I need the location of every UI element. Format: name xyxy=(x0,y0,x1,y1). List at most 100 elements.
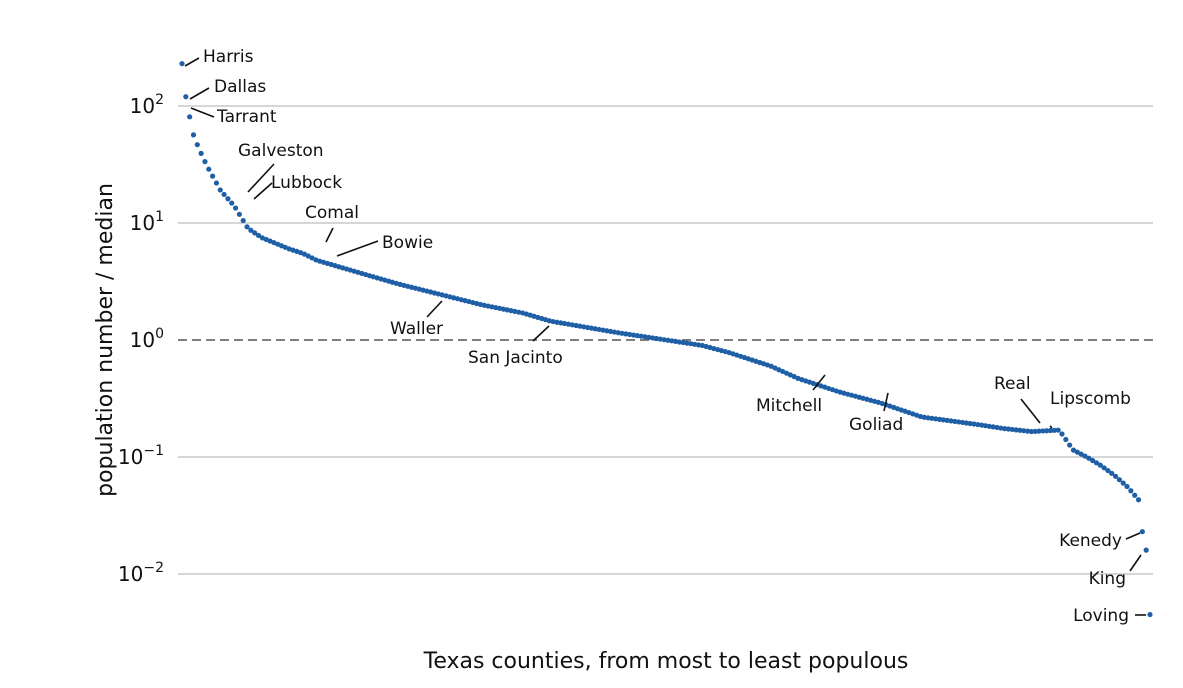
annotation-leader-line xyxy=(883,392,889,412)
annotation-leader-line xyxy=(1125,532,1141,540)
county-point xyxy=(607,328,614,335)
county-point xyxy=(248,227,254,233)
county-point xyxy=(963,420,969,426)
county-point xyxy=(1097,462,1103,468)
annotation-label: Loving xyxy=(1073,606,1129,626)
annotation-leader-line xyxy=(247,163,275,193)
county-point xyxy=(225,196,231,202)
county-point xyxy=(1002,426,1008,432)
county-point xyxy=(240,217,246,224)
county-point xyxy=(1147,611,1153,618)
county-point xyxy=(1143,547,1149,553)
annotation-label: Bowie xyxy=(382,233,433,253)
county-point xyxy=(680,339,686,346)
county-point xyxy=(1093,460,1100,466)
county-point xyxy=(944,417,950,423)
annotation-leader-line xyxy=(325,227,334,243)
county-point xyxy=(627,331,633,338)
annotation-san-jacinto: San Jacinto xyxy=(468,325,563,368)
county-point xyxy=(1105,467,1111,474)
county-point xyxy=(1032,428,1038,434)
county-point xyxy=(179,61,185,67)
annotation-leader-line xyxy=(1049,425,1053,429)
county-point xyxy=(642,334,648,340)
county-point xyxy=(650,335,656,341)
county-point xyxy=(1128,488,1134,494)
grid-layer xyxy=(178,105,1153,575)
county-point xyxy=(252,230,258,236)
annotation-tarrant: Tarrant xyxy=(190,107,277,127)
county-point xyxy=(661,337,667,343)
county-point xyxy=(573,322,579,329)
county-point xyxy=(1005,426,1012,432)
annotation-leader-line xyxy=(426,300,443,318)
county-point xyxy=(940,417,946,423)
county-point xyxy=(1101,465,1107,471)
county-point xyxy=(1067,442,1073,448)
annotation-harris: Harris xyxy=(184,47,254,67)
county-point xyxy=(665,337,671,343)
annotation-galveston: Galveston xyxy=(238,141,324,193)
county-point xyxy=(183,94,189,100)
county-point xyxy=(1116,477,1122,483)
county-point xyxy=(929,415,935,421)
y-tick-label: 102 xyxy=(130,92,164,118)
county-point xyxy=(1082,453,1088,459)
county-point xyxy=(615,330,621,336)
county-point xyxy=(244,224,250,230)
county-point xyxy=(623,331,629,337)
annotation-label: Dallas xyxy=(214,77,266,97)
county-point xyxy=(232,205,239,211)
y-tick-labels: 10−2 10−1 100 101 102 xyxy=(118,92,164,586)
county-point xyxy=(638,333,644,339)
annotation-label: San Jacinto xyxy=(468,348,563,368)
county-point xyxy=(550,318,556,325)
county-point xyxy=(619,330,625,336)
county-point xyxy=(1074,449,1080,455)
county-point xyxy=(979,422,985,428)
annotation-loving: Loving xyxy=(1073,606,1146,626)
county-point xyxy=(194,142,200,148)
annotation-label: Tarrant xyxy=(216,107,277,127)
county-point xyxy=(967,420,973,427)
county-point xyxy=(558,320,564,326)
county-point xyxy=(1135,497,1142,503)
county-point xyxy=(1086,455,1092,461)
county-point xyxy=(562,320,568,327)
county-point xyxy=(646,334,652,340)
county-point xyxy=(990,424,996,430)
county-point xyxy=(1109,470,1115,476)
y-axis-title: population number / median xyxy=(93,183,118,497)
annotation-comal: Comal xyxy=(305,203,359,243)
annotation-mitchell: Mitchell xyxy=(756,374,826,416)
county-point xyxy=(305,253,311,259)
annotation-kenedy: Kenedy xyxy=(1059,531,1141,551)
county-point xyxy=(217,187,223,193)
county-point xyxy=(229,200,235,206)
annotation-bowie: Bowie xyxy=(336,233,433,257)
county-point xyxy=(1013,427,1019,433)
county-point xyxy=(956,419,962,425)
county-point xyxy=(584,324,591,331)
annotations: Harris Dallas Tarrant Galveston Lubbock Comal… xyxy=(184,47,1146,626)
county-point xyxy=(1078,451,1084,457)
county-point xyxy=(1070,447,1077,453)
annotation-leader-line xyxy=(1020,398,1041,424)
county-point xyxy=(1051,427,1057,433)
data-points xyxy=(179,61,1153,618)
county-point xyxy=(1047,427,1054,434)
county-point xyxy=(604,328,610,334)
y-tick-label: 101 xyxy=(130,209,164,235)
county-point xyxy=(554,319,560,325)
county-point xyxy=(611,329,617,335)
county-point xyxy=(921,414,927,420)
county-point xyxy=(1017,427,1023,433)
annotation-label: Real xyxy=(994,374,1031,394)
annotation-label: Lipscomb xyxy=(1050,389,1131,409)
county-point xyxy=(1009,426,1015,433)
county-point xyxy=(1036,428,1042,434)
county-point xyxy=(301,251,308,257)
y-tick-label: 10−1 xyxy=(118,443,164,469)
county-point xyxy=(1040,428,1046,434)
county-point xyxy=(653,335,660,342)
